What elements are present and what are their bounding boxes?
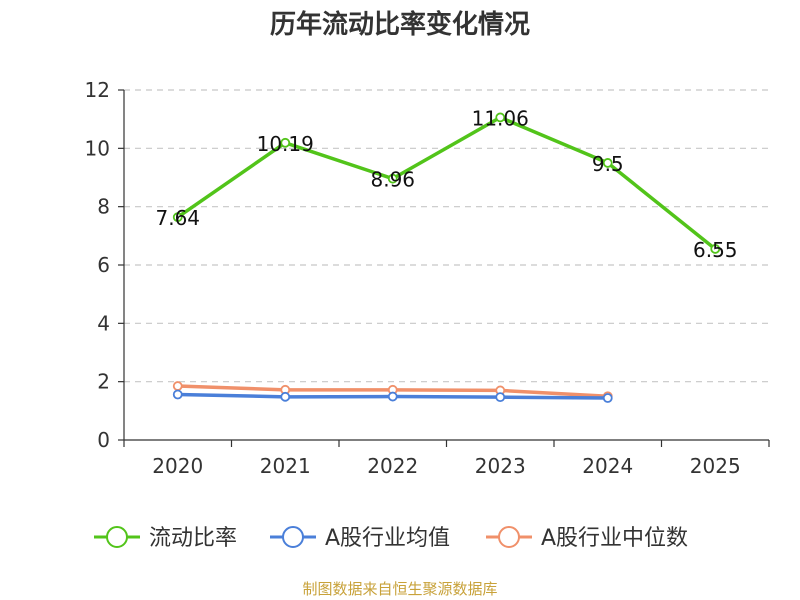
legend-item[interactable]: A股行业均值 <box>270 526 450 551</box>
x-tick-label: 2024 <box>582 454 633 478</box>
y-tick-label: 8 <box>97 195 110 219</box>
data-label: 11.06 <box>472 106 529 130</box>
legend-label: A股行业均值 <box>325 526 450 551</box>
legend[interactable]: 流动比率 A股行业均值 A股行业中位数 <box>94 526 688 551</box>
legend-label: A股行业中位数 <box>541 526 688 551</box>
data-point <box>172 212 183 223</box>
data-point <box>602 393 613 403</box>
y-tick-label: 4 <box>97 311 110 335</box>
data-label: 9.5 <box>592 152 624 176</box>
data-point <box>602 158 613 168</box>
data-label: 10.19 <box>257 132 314 156</box>
grid-lines <box>124 89 769 383</box>
data-labels: 7.64 10.19 8.96 11.06 9.5 6.55 <box>155 106 737 262</box>
x-axis-ticks: 2020 2021 2022 2023 2024 2025 <box>123 440 770 478</box>
legend-item[interactable]: 流动比率 <box>94 526 237 551</box>
y-tick-label: 0 <box>97 428 110 452</box>
data-label: 8.96 <box>370 168 415 192</box>
source-note: 制图数据来自恒生聚源数据库 <box>302 580 497 598</box>
x-tick-label: 2023 <box>475 454 526 478</box>
data-point <box>387 391 398 402</box>
x-tick-label: 2020 <box>152 454 203 478</box>
x-tick-label: 2021 <box>260 454 311 478</box>
series-line-0 <box>176 115 717 251</box>
legend-marker <box>106 526 128 548</box>
chart-title: 历年流动比率变化情况 <box>270 9 530 40</box>
data-label: 6.55 <box>693 238 738 262</box>
data-point <box>710 244 721 254</box>
data-point <box>280 137 291 148</box>
y-axis-ticks: 0 2 4 6 8 10 12 <box>85 78 124 452</box>
series-lines <box>172 112 721 403</box>
y-tick-label: 2 <box>97 370 110 394</box>
data-point <box>495 112 506 123</box>
data-point <box>495 392 506 403</box>
legend-marker <box>498 526 520 548</box>
y-tick-label: 10 <box>85 136 110 160</box>
data-point <box>280 391 291 402</box>
y-tick-label: 12 <box>85 78 110 102</box>
data-point <box>387 173 398 184</box>
data-label: 7.64 <box>155 206 200 230</box>
legend-item[interactable]: A股行业中位数 <box>486 526 688 551</box>
x-tick-label: 2022 <box>367 454 418 478</box>
legend-label: 流动比率 <box>149 526 237 551</box>
legend-marker <box>282 526 304 548</box>
data-point <box>172 381 183 391</box>
x-tick-label: 2025 <box>690 454 741 478</box>
y-tick-label: 6 <box>97 253 110 277</box>
data-point <box>172 389 183 400</box>
